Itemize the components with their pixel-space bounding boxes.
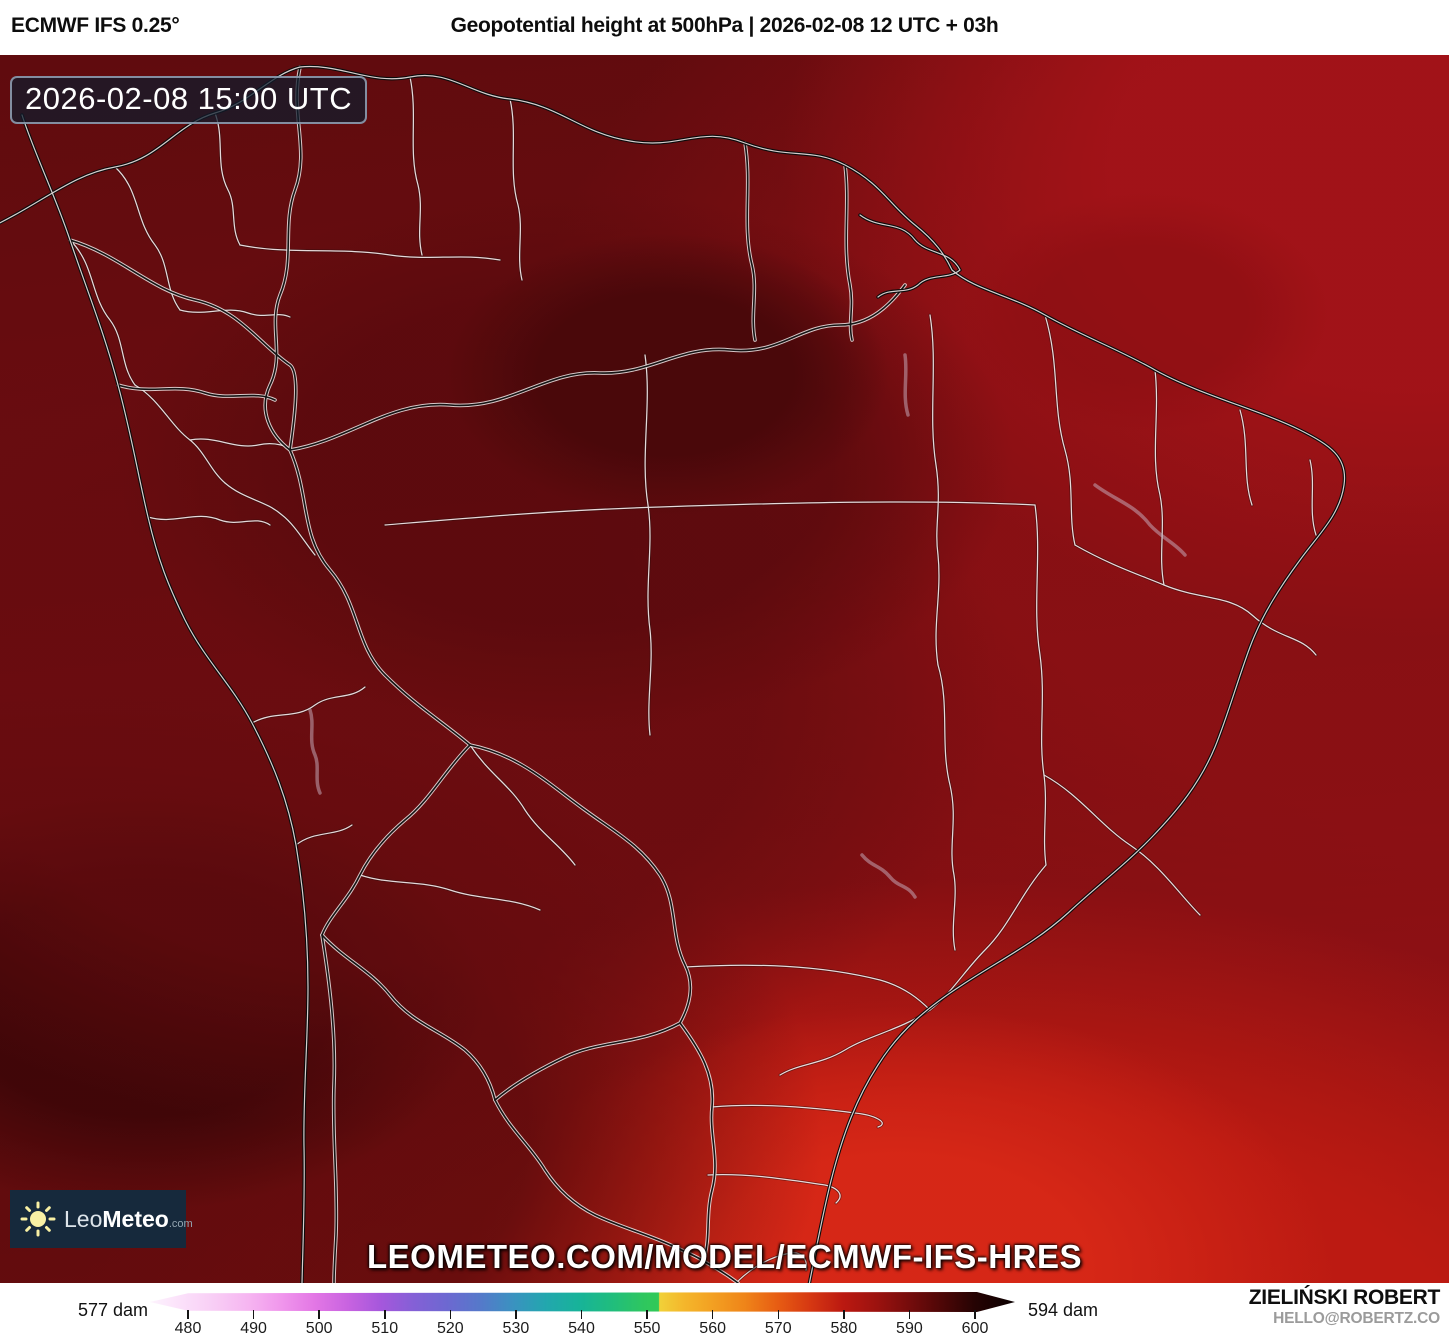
- author-contact: HELLO@ROBERTZ.CO: [1273, 1310, 1440, 1328]
- map-borders-overlay: [0, 64, 1347, 1283]
- credit-block: ZIELIŃSKI ROBERT HELLO@ROBERTZ.CO: [1248, 1286, 1441, 1328]
- watermark-url: LEOMETEO.COM/MODEL/ECMWF-IFS-HRES: [367, 1238, 1082, 1275]
- terrain-marks: [308, 353, 1187, 899]
- scale-max-label: 594 dam: [1028, 1300, 1099, 1320]
- model-label: ECMWF IFS 0.25°: [11, 14, 180, 37]
- author-name: ZIELIŃSKI ROBERT: [1248, 1286, 1441, 1309]
- sun-icon: [20, 1201, 56, 1237]
- colorbar: [150, 1292, 1015, 1312]
- scale-min-label: 577 dam: [78, 1300, 149, 1320]
- colorbar-ticks: 480 490 500 510 520 530 540 550 560 570 580 590 600: [175, 1310, 988, 1338]
- logo-text: LeoMeteo.com: [64, 1205, 193, 1232]
- header: ECMWF IFS 0.25° Geopotential height at 5…: [0, 0, 1449, 55]
- valid-time-badge: 2026-02-08 15:00 UTC: [10, 76, 368, 124]
- leometeo-logo[interactable]: LeoMeteo.com: [10, 1190, 193, 1248]
- legend-footer: 577 dam 480 490 500 510 520 530 540 550 560 570 58…: [0, 1283, 1449, 1338]
- page-title: Geopotential height at 500hPa | 2026-02-…: [450, 14, 999, 37]
- geopotential-map[interactable]: 2026-02-08 15:00 UTC LeoMeteo.com LEOMET…: [0, 55, 1449, 1283]
